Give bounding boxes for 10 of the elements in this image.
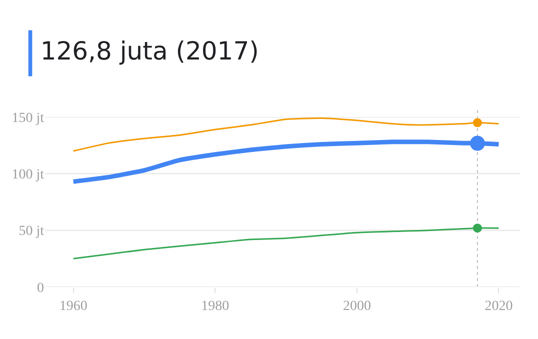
x-tick-label: 2000 [342, 298, 371, 314]
x-tick-label: 1960 [59, 298, 88, 314]
y-tick-label: 100 jt [12, 168, 44, 183]
line-series [72, 117, 500, 152]
y-tick-label: 150 jt [12, 110, 44, 126]
x-tick-label: 2020 [484, 298, 513, 314]
chart-title: 126,8 juta (2017) [40, 36, 259, 66]
y-tick-label: 50 jt [18, 224, 44, 240]
y-tick-label: 0 [37, 280, 44, 296]
x-tick-label: 1980 [201, 298, 230, 314]
